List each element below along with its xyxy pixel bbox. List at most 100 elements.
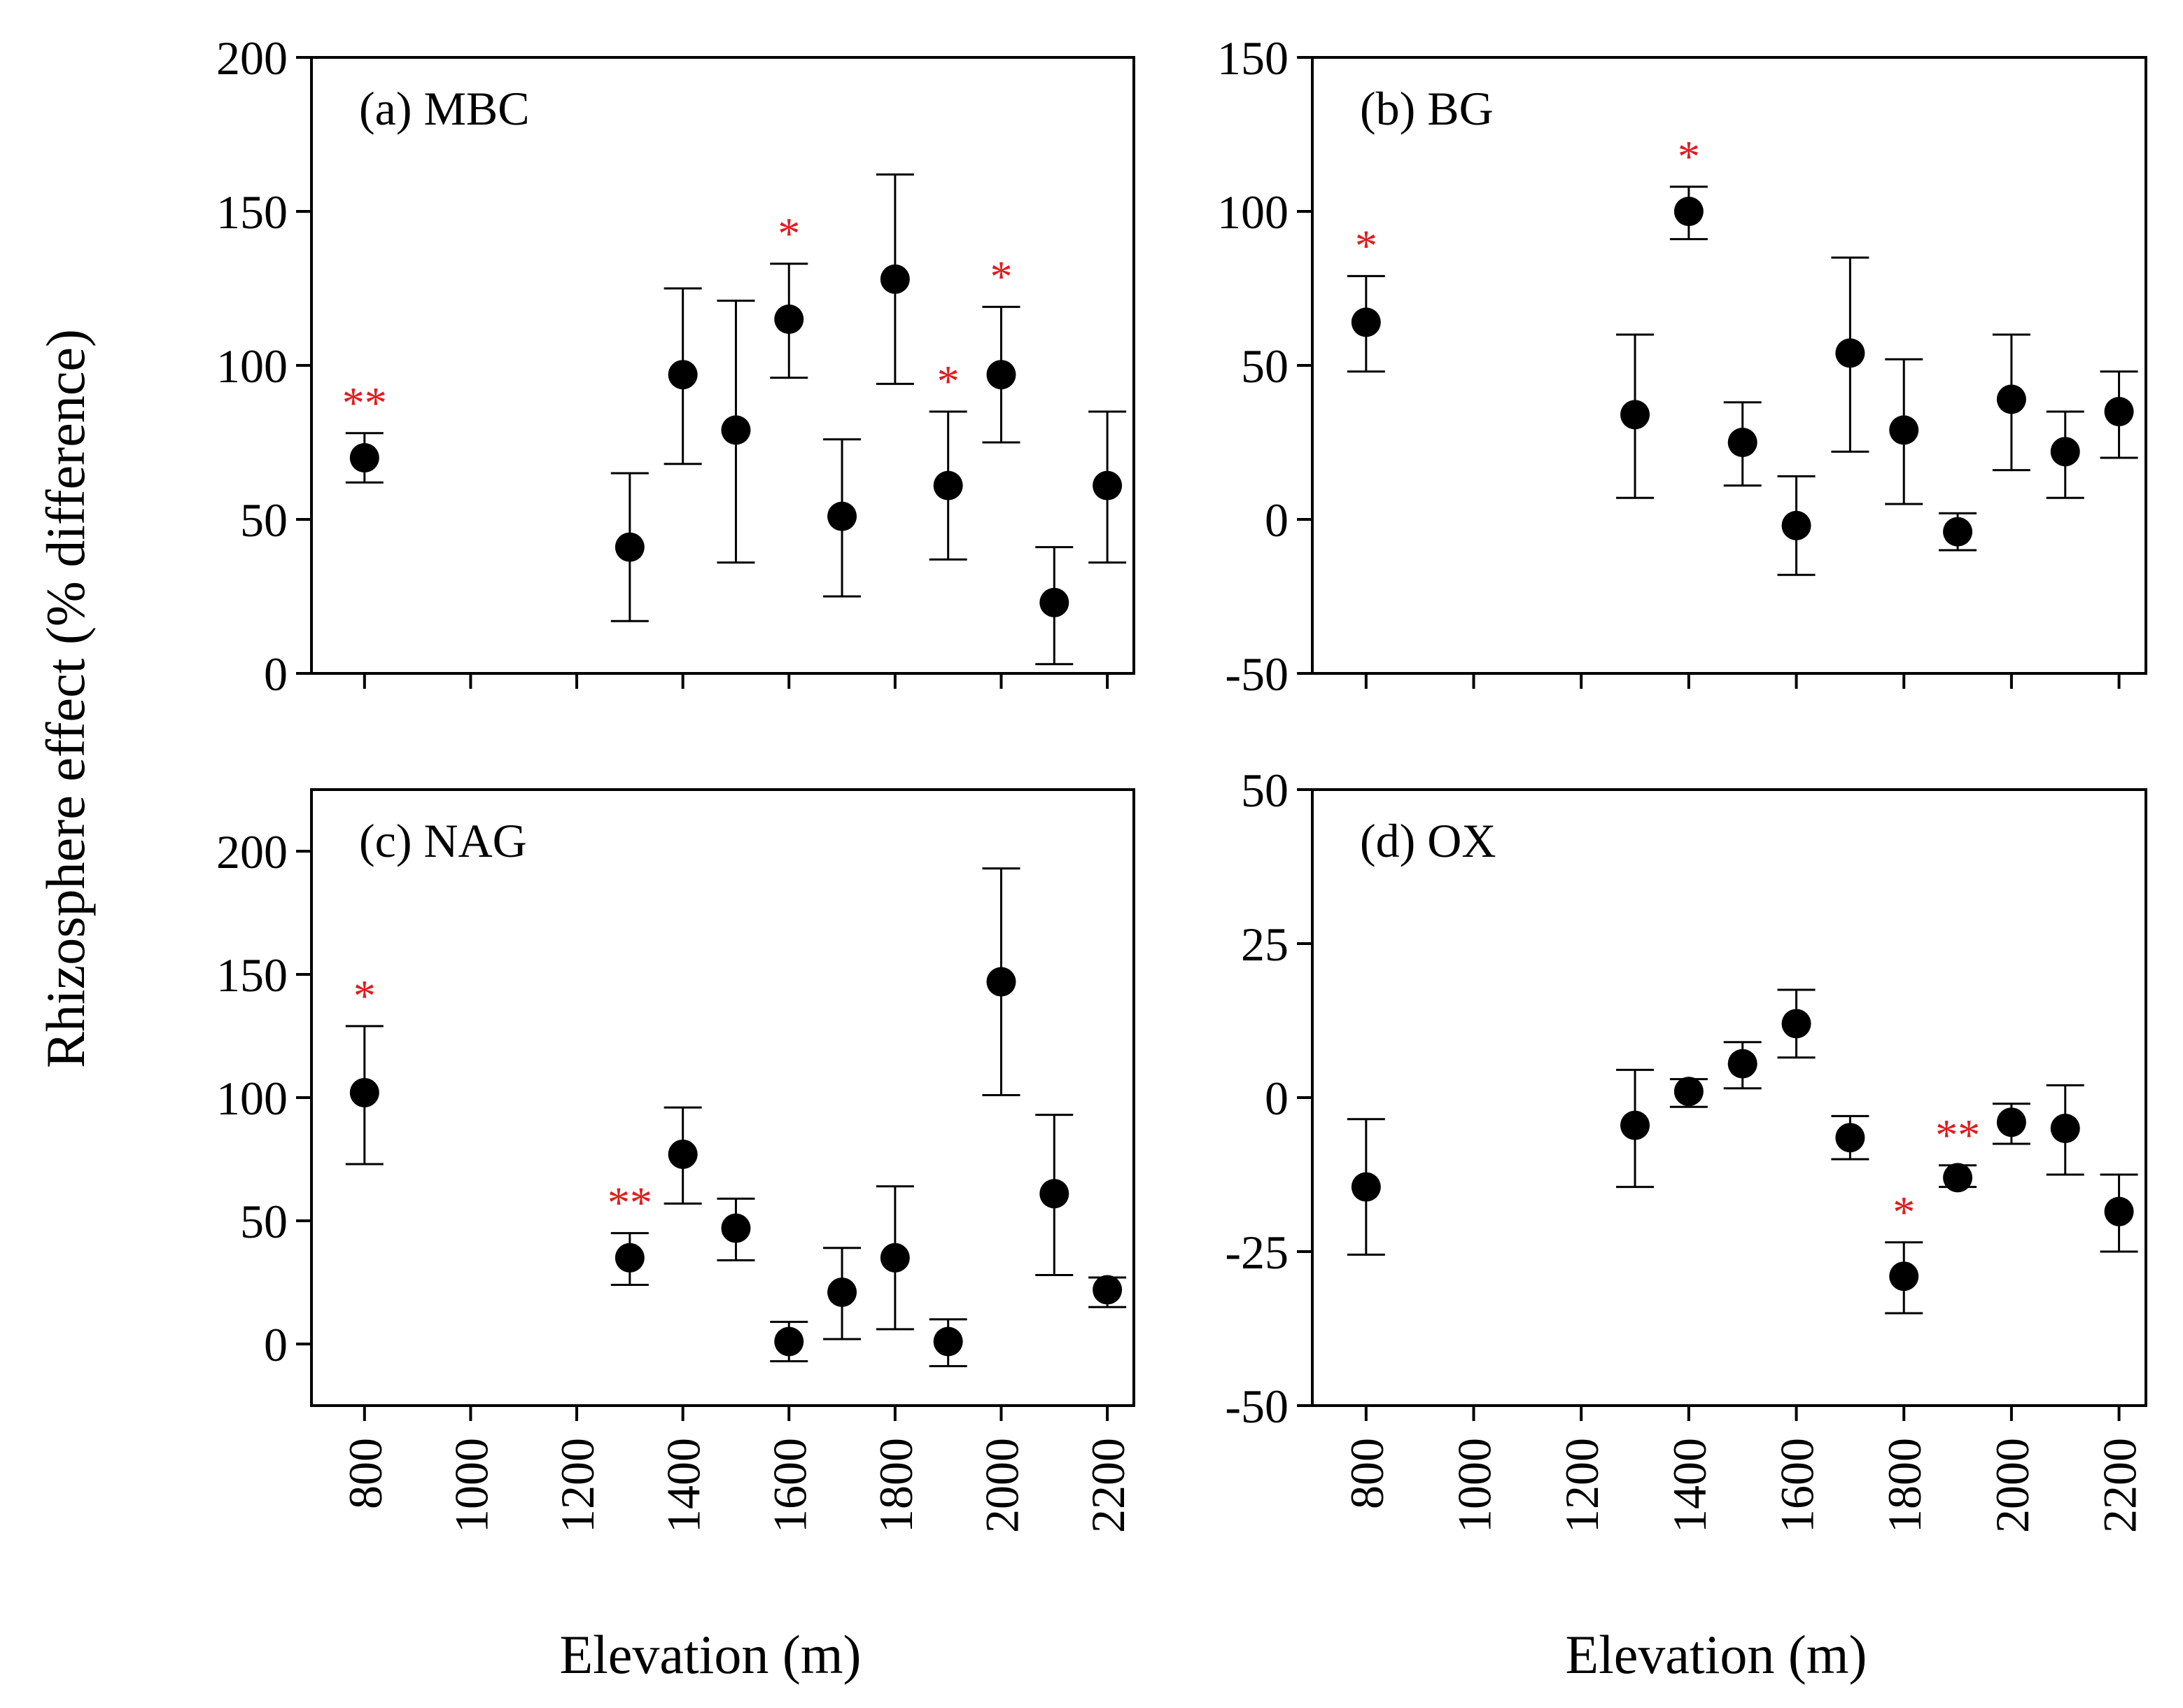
significance-mark: * bbox=[778, 209, 800, 258]
x-tick-label: 1600 bbox=[763, 1438, 816, 1533]
data-point bbox=[1673, 1077, 1704, 1107]
data-point bbox=[880, 1242, 910, 1273]
significance-mark: ** bbox=[1935, 1110, 1980, 1160]
x-tick-label: 800 bbox=[1340, 1438, 1394, 1509]
y-tick-label: -50 bbox=[1225, 1380, 1289, 1433]
significance-mark: * bbox=[1678, 132, 1700, 181]
plot-frame bbox=[1311, 56, 2147, 675]
data-point bbox=[1835, 338, 1865, 368]
data-point bbox=[2104, 397, 2134, 426]
data-point bbox=[986, 360, 1016, 390]
data-point bbox=[933, 470, 963, 500]
data-point bbox=[1620, 400, 1650, 430]
data-point bbox=[1835, 1123, 1865, 1153]
panel-d: -50 -25 0 25 50 800 1000 1200 1400 1600 1800 2000 22… bbox=[1225, 764, 2147, 1533]
data-point bbox=[1943, 517, 1973, 547]
y-tick-label: 50 bbox=[1241, 764, 1289, 817]
y-tick-label: 100 bbox=[216, 1072, 288, 1125]
data-point bbox=[2104, 1196, 2134, 1226]
data-point bbox=[1996, 384, 2026, 414]
x-tick-label: 1800 bbox=[869, 1438, 922, 1533]
y-tick-label: 150 bbox=[1217, 31, 1289, 85]
y-tick-label: -50 bbox=[1225, 648, 1289, 701]
data-point bbox=[1351, 1172, 1381, 1202]
y-tick-label: 200 bbox=[216, 825, 288, 878]
data-point bbox=[1620, 1110, 1650, 1140]
significance-mark: * bbox=[937, 356, 960, 406]
y-tick-label: 0 bbox=[1265, 1072, 1289, 1125]
y-tick-label: 150 bbox=[216, 948, 288, 1002]
y-tick-label: 50 bbox=[1241, 340, 1289, 393]
data-point bbox=[1727, 428, 1757, 457]
data-point bbox=[1039, 587, 1069, 617]
data-point bbox=[933, 1326, 963, 1357]
data-point bbox=[1996, 1107, 2026, 1138]
y-tick-label: 50 bbox=[240, 1195, 288, 1248]
x-tick-label: 1000 bbox=[1448, 1438, 1501, 1533]
x-axis-title-left: Elevation (m) bbox=[559, 1624, 861, 1685]
data-point bbox=[827, 1278, 857, 1308]
data-point bbox=[721, 415, 751, 445]
panel-c: 0 50 100 150 200 800 1000 1200 1400 1600 1800 2000 2… bbox=[216, 788, 1135, 1533]
panel-label: (d) OX bbox=[1360, 814, 1496, 867]
y-tick-label: 0 bbox=[264, 648, 288, 701]
x-tick-label: 1000 bbox=[444, 1438, 498, 1533]
y-tick-label: -25 bbox=[1225, 1226, 1289, 1279]
x-tick-label: 2000 bbox=[975, 1438, 1028, 1533]
x-tick-label: 2000 bbox=[1986, 1438, 2039, 1533]
y-tick-label: 150 bbox=[216, 186, 288, 239]
data-point bbox=[668, 1139, 698, 1169]
significance-mark: ** bbox=[608, 1178, 652, 1228]
x-tick-label: 1200 bbox=[551, 1438, 604, 1533]
significance-mark: ** bbox=[342, 378, 387, 428]
x-tick-label: 1200 bbox=[1555, 1438, 1608, 1533]
significance-mark: * bbox=[990, 251, 1012, 301]
data-point bbox=[774, 1326, 804, 1357]
x-tick-label: 1800 bbox=[1878, 1438, 1931, 1533]
data-point bbox=[1093, 1275, 1123, 1305]
y-axis-title: Rhizosphere effect (% difference) bbox=[35, 329, 96, 1068]
data-point bbox=[1727, 1049, 1757, 1079]
y-tick-label: 25 bbox=[1241, 918, 1289, 971]
y-tick-label: 200 bbox=[216, 31, 288, 85]
x-tick-label: 1400 bbox=[1663, 1438, 1716, 1533]
significance-mark: * bbox=[1893, 1187, 1915, 1237]
data-point bbox=[1351, 307, 1381, 337]
data-point bbox=[2050, 437, 2080, 467]
x-tick-label: 1400 bbox=[657, 1438, 710, 1533]
data-point bbox=[1781, 510, 1811, 540]
y-tick-label: 100 bbox=[216, 340, 288, 393]
data-point bbox=[2050, 1114, 2080, 1143]
data-point bbox=[774, 304, 804, 334]
data-point bbox=[721, 1213, 751, 1243]
x-axis-title-right: Elevation (m) bbox=[1565, 1624, 1867, 1685]
panel-label: (b) BG bbox=[1360, 82, 1494, 135]
y-tick-label: 0 bbox=[1265, 493, 1289, 547]
x-tick-label: 1600 bbox=[1771, 1438, 1824, 1533]
plot-frame bbox=[1311, 788, 2147, 1407]
panel-label: (c) NAG bbox=[359, 814, 527, 867]
data-point bbox=[668, 360, 698, 390]
x-tick-label: 2200 bbox=[2093, 1438, 2147, 1533]
x-tick-label: 2200 bbox=[1081, 1438, 1135, 1533]
data-point bbox=[349, 1077, 379, 1107]
data-point bbox=[615, 532, 645, 562]
significance-mark: * bbox=[353, 971, 376, 1021]
data-point bbox=[827, 501, 857, 531]
y-tick-label: 0 bbox=[264, 1318, 288, 1371]
y-tick-label: 50 bbox=[240, 493, 288, 547]
y-tick-label: 100 bbox=[1217, 186, 1289, 239]
data-point bbox=[349, 443, 379, 472]
data-point bbox=[1889, 415, 1919, 445]
data-point bbox=[1781, 1009, 1811, 1039]
significance-mark: * bbox=[1355, 220, 1377, 270]
data-point bbox=[615, 1242, 645, 1273]
panel-label: (a) MBC bbox=[359, 82, 530, 135]
data-point bbox=[880, 264, 910, 294]
data-point bbox=[1889, 1261, 1919, 1292]
panel-b: -50 0 50 100 150 (b) BG * * bbox=[1217, 31, 2147, 701]
data-point bbox=[1093, 470, 1123, 500]
data-point bbox=[986, 967, 1016, 997]
